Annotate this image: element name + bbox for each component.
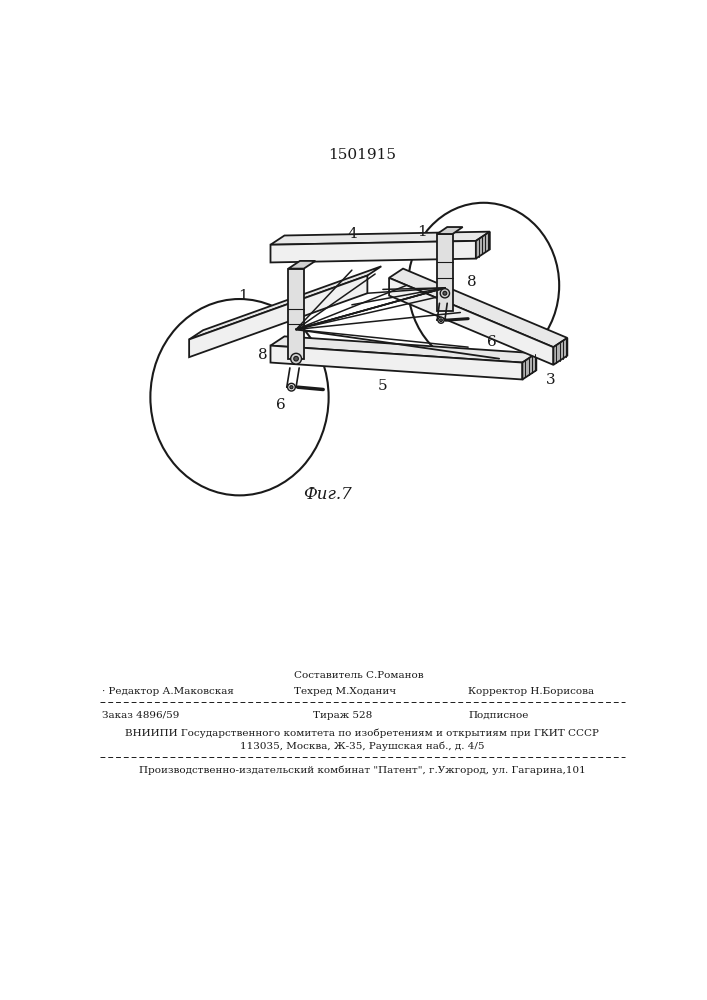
Text: Заказ 4896/59: Заказ 4896/59	[103, 711, 180, 720]
Text: ВНИИПИ Государственного комитета по изобретениям и открытиям при ГКИТ СССР: ВНИИПИ Государственного комитета по изоб…	[125, 728, 599, 738]
Text: · Редактор А.Маковская: · Редактор А.Маковская	[103, 687, 234, 696]
Text: Техред М.Ходанич: Техред М.Ходанич	[293, 687, 396, 696]
Circle shape	[440, 289, 450, 298]
Polygon shape	[189, 276, 368, 357]
Polygon shape	[271, 346, 522, 379]
Circle shape	[438, 317, 444, 323]
Polygon shape	[271, 241, 476, 262]
Circle shape	[291, 353, 301, 364]
Polygon shape	[271, 336, 537, 363]
Polygon shape	[389, 278, 554, 365]
Text: Подписное: Подписное	[468, 711, 529, 720]
Polygon shape	[288, 261, 315, 269]
Text: 113035, Москва, Ж-35, Раушская наб., д. 4/5: 113035, Москва, Ж-35, Раушская наб., д. …	[240, 741, 484, 751]
Circle shape	[440, 319, 443, 322]
Circle shape	[293, 356, 298, 361]
Circle shape	[288, 383, 296, 391]
Polygon shape	[522, 353, 537, 379]
Text: 6: 6	[276, 398, 286, 412]
Text: 1: 1	[416, 225, 426, 239]
Polygon shape	[437, 234, 452, 311]
Text: 1: 1	[238, 289, 248, 303]
Text: 6: 6	[486, 335, 496, 349]
Text: Производственно-издательский комбинат "Патент", г.Ужгород, ул. Гагарина,101: Производственно-издательский комбинат "П…	[139, 766, 585, 775]
Text: 8: 8	[258, 348, 267, 362]
Text: Корректор Н.Борисова: Корректор Н.Борисова	[468, 687, 595, 696]
Polygon shape	[554, 338, 567, 365]
Polygon shape	[189, 266, 381, 339]
Polygon shape	[389, 269, 567, 347]
Polygon shape	[476, 232, 490, 259]
Text: 4: 4	[347, 227, 357, 241]
Circle shape	[290, 386, 293, 389]
Polygon shape	[437, 227, 462, 234]
Text: 8: 8	[467, 275, 477, 289]
Text: 1501915: 1501915	[328, 148, 396, 162]
Text: Фиг.7: Фиг.7	[303, 486, 351, 503]
Text: Тираж 528: Тираж 528	[313, 711, 373, 720]
Circle shape	[443, 291, 447, 295]
Polygon shape	[271, 232, 490, 245]
Text: Составитель С.Романов: Составитель С.Романов	[293, 671, 423, 680]
Text: 5: 5	[378, 379, 387, 393]
Polygon shape	[288, 269, 304, 359]
Text: 3: 3	[547, 373, 556, 387]
